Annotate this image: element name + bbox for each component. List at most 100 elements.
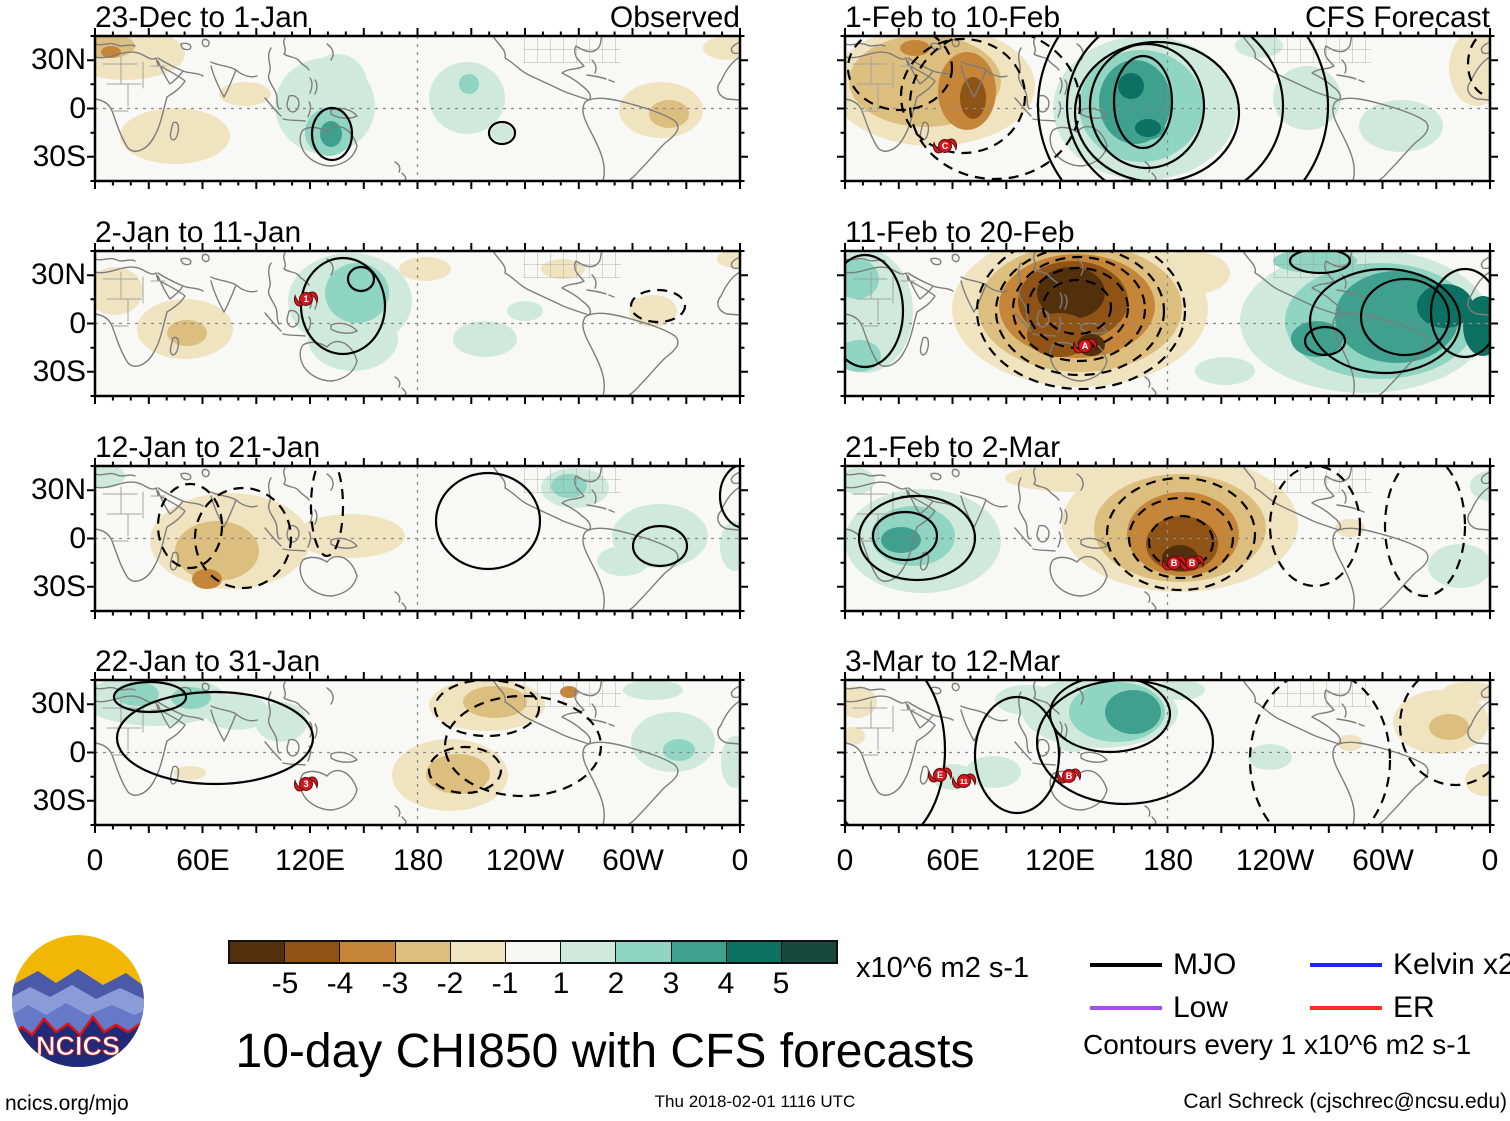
svg-text:11: 11 <box>960 777 968 786</box>
panel-title-row: 11-Feb to 20-Feb <box>845 217 1490 249</box>
x-axis-label: 180 <box>1142 844 1194 877</box>
legend-line-kelvin <box>1310 963 1382 967</box>
colorbar-segment <box>449 942 505 962</box>
y-axis-label: 30N <box>30 687 86 721</box>
y-axis-label: 30S <box>32 354 86 388</box>
cyclone-marker: B <box>1180 555 1204 571</box>
y-axis-label: 30S <box>32 139 86 173</box>
x-axis-label: 0 <box>1481 844 1499 877</box>
colorbar-segment <box>615 942 671 962</box>
panel-title-row: 3-Mar to 12-Mar <box>845 646 1490 678</box>
colorbar-tick-label: -2 <box>436 967 464 1000</box>
svg-text:C: C <box>942 141 949 151</box>
x-axis-label: 60W <box>1352 844 1414 877</box>
ncics-logo: NCICS <box>12 935 144 1067</box>
contour-note: Contours every 1 x10^6 m2 s-1 <box>1083 1029 1472 1060</box>
gridlines <box>95 36 740 181</box>
colorbar-tick-label: -5 <box>271 967 299 1000</box>
contour-lines <box>112 680 603 798</box>
colorbar-segment <box>560 942 616 962</box>
x-axis-label: 60W <box>602 844 664 877</box>
gridlines <box>95 466 740 611</box>
axis-ticks <box>87 28 748 189</box>
map-panel-4: C <box>837 28 1498 189</box>
svg-text:B: B <box>1189 558 1196 568</box>
y-axis-label: 30N <box>30 473 86 507</box>
cyclone-marker: E <box>928 767 952 783</box>
axis-ticks <box>87 672 748 833</box>
gridlines <box>845 36 1490 181</box>
contour-lines <box>845 251 1490 391</box>
panel-title: 12-Jan to 21-Jan <box>95 431 321 464</box>
colorbar-segment <box>394 942 450 962</box>
anomaly-shading <box>845 251 1490 396</box>
logo-text: NCICS <box>36 1031 120 1061</box>
cyclone-marker: 11 <box>952 773 976 789</box>
y-axis-label: 0 <box>69 306 86 340</box>
svg-text:B: B <box>1171 558 1178 568</box>
colorbar-segment <box>725 942 781 962</box>
panel-title: 1-Feb to 10-Feb <box>845 1 1061 34</box>
map-panel-2 <box>87 458 748 619</box>
anomaly-shading <box>95 466 740 611</box>
x-axis-label: 0 <box>836 844 854 877</box>
axis-ticks <box>87 458 748 619</box>
anomaly-shading <box>845 466 1490 611</box>
site-url: ncics.org/mjo <box>5 1092 129 1115</box>
credit-text: Carl Schreck (cjschrec@ncsu.edu) <box>1183 1090 1507 1113</box>
gridlines <box>95 251 740 396</box>
x-axis-label: 120E <box>274 844 346 877</box>
colorbar-tick-label: 3 <box>662 967 680 1000</box>
x-axis-label: 60E <box>926 844 980 877</box>
svg-text:1: 1 <box>303 294 308 304</box>
colorbar-tick-label: -1 <box>491 967 519 1000</box>
legend-label-kelvin: Kelvin x2 <box>1393 948 1510 981</box>
x-axis-label: 120E <box>1024 844 1096 877</box>
colorbar-segment <box>780 942 837 962</box>
contour-lines <box>845 680 1490 825</box>
gridlines <box>845 251 1490 396</box>
cyclone-marker: 3 <box>294 776 318 792</box>
colorbar-tick-label: 2 <box>607 967 625 1000</box>
panel-title: 22-Jan to 31-Jan <box>95 645 321 678</box>
contour-lines <box>156 466 740 590</box>
logo-mountains: NCICS <box>12 969 144 1067</box>
map-panel-6: B B <box>837 458 1498 619</box>
cyclone-marker: B <box>1057 768 1081 784</box>
timestamp: Thu 2018-02-01 1116 UTC <box>654 1092 856 1111</box>
x-axis-label: 0 <box>86 844 104 877</box>
panel-title-row: 1-Feb to 10-Feb CFS Forecast <box>845 2 1490 34</box>
y-axis-label: 0 <box>69 521 86 555</box>
colorbar-segment <box>339 942 395 962</box>
legend-line-low <box>1090 1006 1162 1010</box>
legend-label-mjo: MJO <box>1173 948 1237 981</box>
colorbar-tick-label: 4 <box>717 967 735 1000</box>
figure-title: 10-day CHI850 with CFS forecasts <box>235 1025 975 1078</box>
x-axis-label: 180 <box>392 844 444 877</box>
svg-text:E: E <box>937 770 943 780</box>
gridlines <box>845 466 1490 611</box>
y-axis-label: 0 <box>69 91 86 125</box>
svg-text:B: B <box>1066 771 1073 781</box>
map-panel-1: 1 <box>87 243 748 404</box>
colorbar-segment <box>230 942 285 962</box>
anomaly-shading <box>95 251 740 396</box>
x-axis-label: 120W <box>1235 844 1315 877</box>
axis-ticks <box>837 458 1498 619</box>
y-axis-label: 30S <box>32 783 86 817</box>
cyclone-marker: A <box>1073 338 1097 354</box>
x-axis-label: 60E <box>176 844 230 877</box>
colorbar-tick-label: 1 <box>552 967 570 1000</box>
y-axis-label: 30N <box>30 43 86 77</box>
anomaly-shading <box>845 36 1490 181</box>
legend-line-er <box>1310 1006 1382 1010</box>
map-panel-5: A <box>837 243 1498 404</box>
y-axis-label: 30S <box>32 569 86 603</box>
column-header: CFS Forecast <box>1304 1 1490 34</box>
svg-text:A: A <box>1082 341 1089 351</box>
colorbar-segment <box>504 942 561 962</box>
contour-lines <box>846 36 1490 181</box>
cyclone-marker: C <box>933 138 957 154</box>
colorbar <box>228 940 838 964</box>
